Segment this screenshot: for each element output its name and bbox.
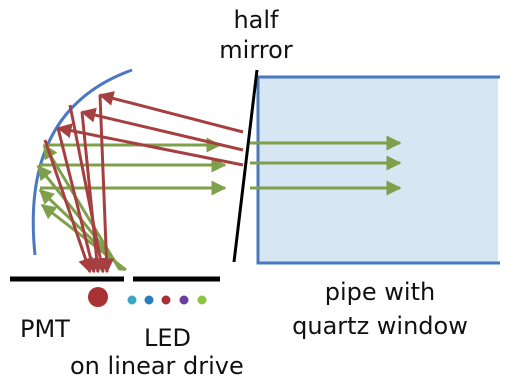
red-ray [98, 94, 114, 274]
pmt-dot [88, 287, 108, 307]
led-label: LED [144, 324, 192, 352]
linear-drive-label: on linear drive [70, 352, 244, 380]
led-dot [127, 295, 137, 305]
led-dot [197, 295, 207, 305]
red-ray [43, 139, 93, 274]
led-dot [161, 295, 171, 305]
red-ray [80, 107, 244, 152]
pipe [258, 77, 498, 263]
half-mirror-label-line2: mirror [219, 36, 293, 64]
pipe-label-line2: quartz window [292, 312, 468, 340]
red-ray [98, 91, 244, 134]
red-ray [56, 127, 99, 274]
half-mirror-label-line1: half [233, 6, 279, 34]
pmt-label: PMT [20, 315, 70, 343]
half-mirror [232, 69, 259, 263]
red-ray [80, 111, 105, 274]
pipe-label-line1: pipe with [324, 278, 436, 306]
led-dot [179, 295, 189, 305]
red-ray [68, 104, 108, 274]
spherical-mirror [31, 68, 133, 256]
led-dot [144, 295, 154, 305]
red-ray [56, 123, 244, 167]
pipe-border [256, 75, 500, 265]
